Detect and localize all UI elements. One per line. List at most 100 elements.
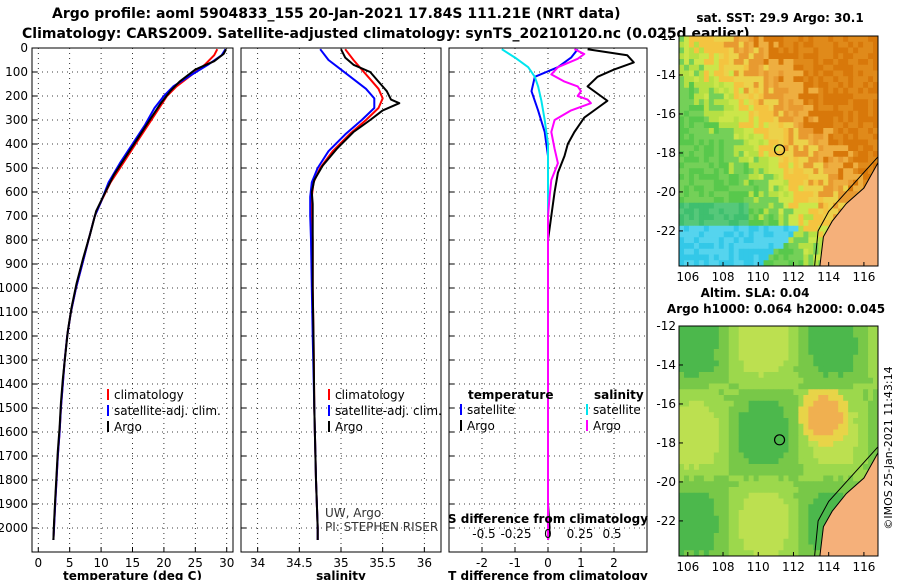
map-cell <box>679 412 685 419</box>
map-cell <box>708 435 715 442</box>
map-cell <box>848 435 854 442</box>
map-cell <box>813 360 819 367</box>
map-cell <box>818 429 824 436</box>
map-cell <box>748 504 755 511</box>
map-cell <box>858 337 864 344</box>
map-cell <box>718 326 725 333</box>
map-cell <box>748 36 755 43</box>
map-cell <box>703 185 710 192</box>
map-cell <box>738 343 745 350</box>
map-cell <box>808 243 814 250</box>
map-cell <box>788 423 794 430</box>
map-cell <box>743 464 750 471</box>
map-cell <box>748 412 755 419</box>
map-cell <box>738 237 745 244</box>
map-cell <box>808 76 814 83</box>
map-cell <box>738 435 745 442</box>
map-cell <box>833 406 839 413</box>
map-cell <box>773 53 779 60</box>
map-cell <box>853 372 859 379</box>
map-cell <box>698 429 705 436</box>
map-cell <box>763 446 769 453</box>
map-cell <box>853 93 859 100</box>
map-cell <box>708 492 715 499</box>
map-cell <box>728 395 735 402</box>
map-cell <box>823 128 829 135</box>
map-cell <box>843 133 849 140</box>
map-cell <box>688 389 695 396</box>
map-cell <box>798 162 804 169</box>
map-cell <box>683 487 690 494</box>
map-cell <box>858 331 864 338</box>
map-cell <box>873 377 879 384</box>
map-cell <box>703 469 710 476</box>
map-cell <box>733 243 740 250</box>
xtick-label-salinity: 35.5 <box>369 556 396 570</box>
map-cell <box>703 243 710 250</box>
map-cell <box>763 389 769 396</box>
map-cell <box>693 349 700 356</box>
map-cell <box>843 53 849 60</box>
map-cell <box>848 464 854 471</box>
map-cell <box>848 87 854 94</box>
map-cell <box>688 492 695 499</box>
map-cell <box>808 469 814 476</box>
map-cell <box>803 354 809 361</box>
map-cell <box>808 162 814 169</box>
map-cell <box>778 202 784 209</box>
map-cell <box>803 202 809 209</box>
map-cell <box>788 343 794 350</box>
map-cell <box>803 464 809 471</box>
map-cell <box>803 156 809 163</box>
map-cell <box>758 515 764 522</box>
map-cell <box>723 47 730 54</box>
map-cell <box>688 36 695 43</box>
map-cell <box>838 406 844 413</box>
map-cell <box>718 366 725 373</box>
map-cell <box>763 47 769 54</box>
map-cell <box>783 220 789 227</box>
map-cell <box>783 87 789 94</box>
map-cell <box>808 197 814 204</box>
map-cell <box>793 151 799 158</box>
map-cell <box>763 162 769 169</box>
map-cell <box>798 326 804 333</box>
map-cell <box>828 87 834 94</box>
map-cell <box>683 406 690 413</box>
map-cell <box>679 533 685 540</box>
series-line-salinity-argo <box>310 48 401 540</box>
map-cell <box>783 349 789 356</box>
map-cell <box>773 418 779 425</box>
map-cell <box>853 76 859 83</box>
map-cell <box>693 360 700 367</box>
map-cell <box>743 544 750 551</box>
map-cell <box>758 254 764 261</box>
map-cell <box>738 377 745 384</box>
map-cell <box>773 527 779 534</box>
map-cell <box>773 360 779 367</box>
map-cell <box>738 139 745 146</box>
map-cell <box>868 412 874 419</box>
map-cell <box>828 122 834 129</box>
map-cell <box>688 174 695 181</box>
map-cell <box>733 220 740 227</box>
map-cell <box>873 435 879 442</box>
map-cell <box>733 349 740 356</box>
map-cell <box>778 105 784 112</box>
map-cell <box>873 383 879 390</box>
map-cell <box>793 469 799 476</box>
map-cell <box>838 337 844 344</box>
stick-label-difference: -0.5 <box>472 527 495 541</box>
map-cell <box>728 504 735 511</box>
map-cell <box>703 395 710 402</box>
map-cell <box>788 458 794 465</box>
map-cell <box>758 487 764 494</box>
map-cell <box>768 515 774 522</box>
map-cell <box>703 458 710 465</box>
map-cell <box>838 53 844 60</box>
map-cell <box>683 326 690 333</box>
map-cell <box>713 527 720 534</box>
xtick-label-temperature: 0 <box>34 556 42 570</box>
map-cell <box>718 337 725 344</box>
map-cell <box>698 326 705 333</box>
